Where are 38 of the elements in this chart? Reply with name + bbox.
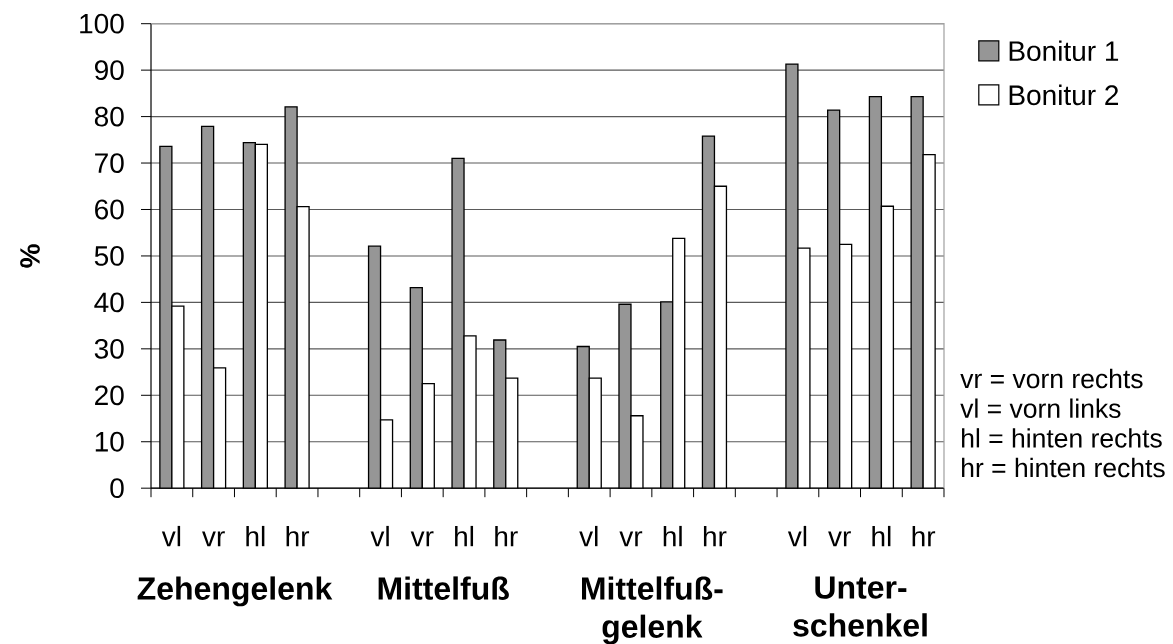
x-tick-label: vr: [828, 531, 851, 547]
x-tick-label: hl: [663, 525, 682, 547]
x-tick-label: vr: [619, 531, 643, 547]
x-tick-label: vl: [161, 525, 181, 547]
x-tick-label: hl: [455, 525, 474, 547]
text: vl = vorn links: [960, 398, 1121, 418]
x-tick-label: hl: [872, 525, 891, 547]
y-tick-label: 50: [94, 246, 124, 266]
x-tick-label: hl: [246, 525, 265, 547]
y-axis-title: %: [20, 244, 40, 268]
x-tick-label: hr: [703, 525, 727, 547]
text: Mittelfuß: [378, 576, 509, 600]
x-tick-label: vl: [370, 525, 389, 547]
x-tick-label: hr: [495, 525, 518, 547]
y-tick-label: 40: [94, 292, 124, 313]
y-tick-label: 30: [94, 338, 124, 359]
legend-label: Bonitur 2: [1009, 84, 1119, 106]
text: Zehengelenk: [137, 576, 333, 607]
y-tick-label: 10: [95, 431, 124, 452]
y-tick-label: 20: [95, 385, 124, 406]
y-tick-label: 60: [95, 199, 124, 220]
y-tick-label: 100: [80, 13, 124, 34]
x-tick-label: vr: [202, 531, 225, 547]
x-tick-label: vl: [787, 525, 807, 547]
x-tick-label: vr: [410, 531, 434, 547]
y-tick-label: 0: [110, 478, 124, 499]
y-tick-label: 80: [94, 106, 124, 127]
x-tick-label: hr: [912, 525, 936, 547]
text: vr = vorn rechts: [960, 368, 1143, 389]
text: hl = hinten rechts: [962, 428, 1162, 448]
x-tick-label: hr: [286, 525, 310, 547]
legend-label: Bonitur 1: [1009, 40, 1119, 62]
y-tick-label: 90: [94, 60, 124, 81]
text: Mittelfuß-gelenk: [582, 576, 723, 644]
text: Unter-schenkel: [793, 576, 927, 637]
x-tick-label: vl: [579, 525, 598, 547]
y-tick-label: 70: [95, 153, 124, 173]
text: hr = hinten rechts: [962, 457, 1165, 478]
